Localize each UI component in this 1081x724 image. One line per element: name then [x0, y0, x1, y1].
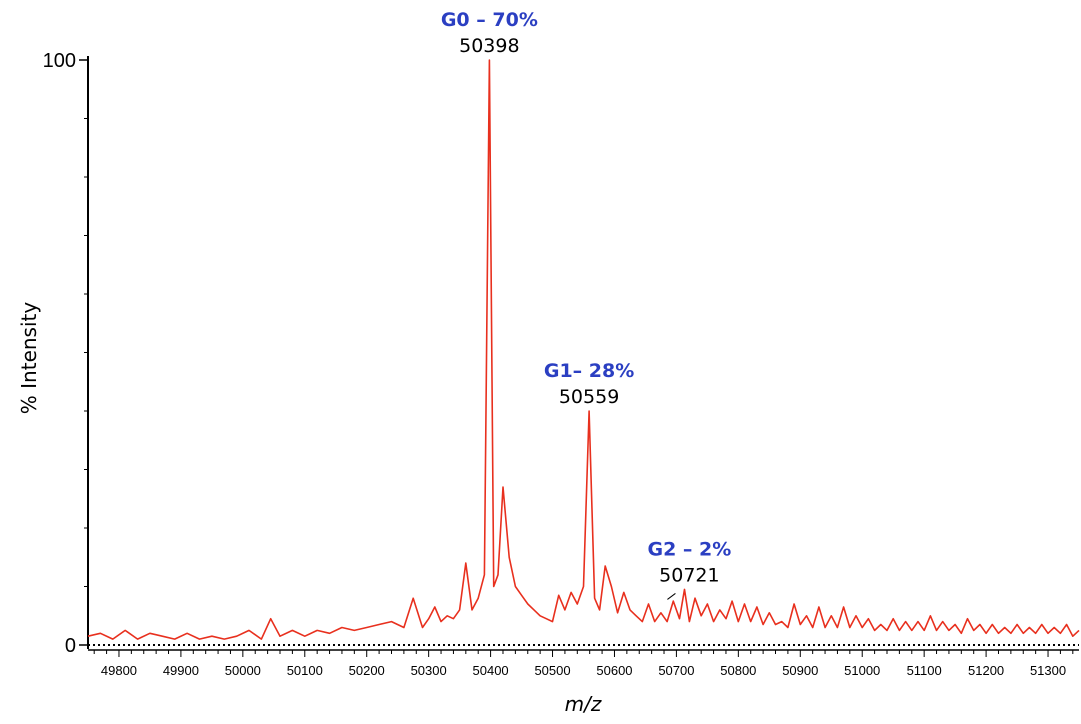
- x-tick-label: 51200: [968, 663, 1004, 678]
- x-tick-label: 51000: [844, 663, 880, 678]
- x-tick-label: 50300: [411, 663, 447, 678]
- series-layer: [87, 59, 1080, 640]
- x-tick-label: 49800: [101, 663, 137, 678]
- x-axis-label: m/z: [565, 692, 602, 716]
- peak-glycoform-label: G1– 28%: [544, 360, 634, 382]
- peak-mz-label: 50721: [659, 564, 719, 586]
- x-tick-label: 50800: [720, 663, 756, 678]
- x-tick-label: 50200: [349, 663, 385, 678]
- y-axis-label: % Intensity: [17, 302, 41, 415]
- x-tick-label: 51100: [907, 663, 942, 678]
- x-tick-label: 50700: [658, 663, 694, 678]
- x-tick-label: 50400: [473, 663, 509, 678]
- axes-layer: [84, 56, 1079, 657]
- x-tick-label: 50500: [534, 663, 570, 678]
- annotations-layer: 50398 G0 – 70% 50559 G1– 28% 50721 G2 – 2%: [441, 9, 732, 600]
- spectrum-line-0: [87, 59, 1080, 640]
- ticks-layer: 0 100 49800 49900 50000 50100 50200 50300 50400 5…: [43, 50, 1066, 678]
- x-tick-label: 50100: [287, 663, 323, 678]
- x-tick-label: 51300: [1030, 663, 1066, 678]
- x-tick-label: 50900: [782, 663, 818, 678]
- peak-annotation-0: 50398 G0 – 70%: [441, 9, 538, 57]
- peak-annotation-2: 50721 G2 – 2%: [648, 538, 732, 600]
- peak-annotation-1: 50559 G1– 28%: [544, 360, 634, 408]
- x-tick-label: 50600: [596, 663, 632, 678]
- peak-glycoform-label: G2 – 2%: [648, 538, 732, 560]
- peak-mz-label: 50559: [559, 386, 619, 408]
- peak-glycoform-label: G0 – 70%: [441, 9, 538, 31]
- y-tick-label: 100: [43, 50, 76, 72]
- x-tick-label: 49900: [163, 663, 199, 678]
- peak-leader-line: [667, 593, 676, 600]
- y-tick-label: 0: [65, 635, 76, 657]
- peak-mz-label: 50398: [459, 35, 519, 57]
- x-tick-label: 50000: [225, 663, 261, 678]
